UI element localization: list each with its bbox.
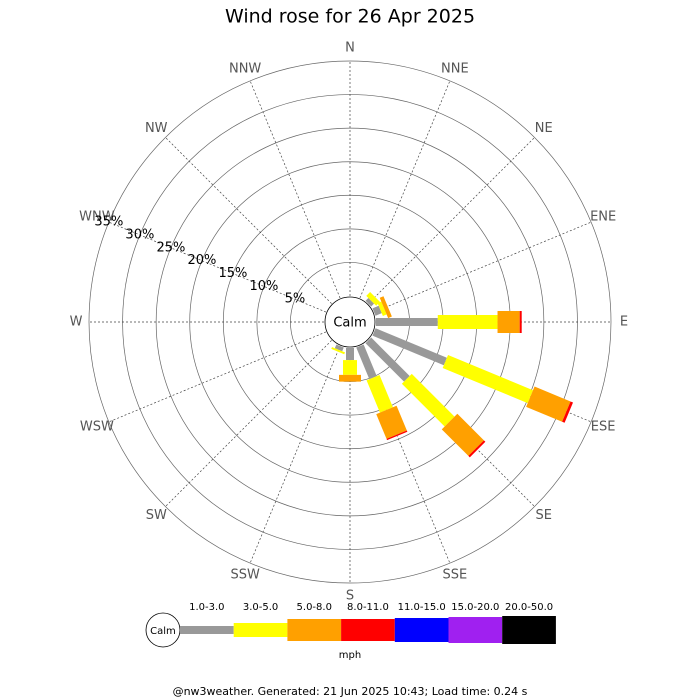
bar-segment <box>334 344 344 352</box>
spoke <box>359 345 451 564</box>
bar-segment <box>372 305 382 316</box>
bar-segment <box>377 301 387 316</box>
legend-swatch <box>180 626 234 634</box>
legend-swatch <box>394 618 449 642</box>
legend-label: 20.0-50.0 <box>505 602 553 613</box>
bar-segment <box>365 297 375 307</box>
bar-segment <box>366 374 393 413</box>
bar-segment <box>441 413 484 456</box>
chart-title: Wind rose for 26 Apr 2025 <box>225 6 475 28</box>
spoke <box>373 221 592 313</box>
direction-label: WNW <box>79 210 115 225</box>
ring-label: 25% <box>156 240 185 255</box>
legend-swatch <box>233 623 288 637</box>
bar-segment <box>526 386 571 422</box>
ring <box>155 127 545 517</box>
calm-circle <box>324 296 376 348</box>
bar-segment <box>386 430 408 441</box>
direction-label: N <box>345 41 355 56</box>
direction-label: NW <box>145 121 168 136</box>
spoke <box>165 340 332 507</box>
legend-swatch <box>287 619 342 641</box>
bar-segment <box>366 292 380 306</box>
legend-label: 1.0-3.0 <box>189 602 224 613</box>
direction-label: SSE <box>442 568 467 583</box>
ring-label: 15% <box>218 266 247 281</box>
bar-segment <box>372 328 447 366</box>
legend-unit: mph <box>339 650 361 661</box>
spoke <box>108 221 327 313</box>
direction-label: W <box>70 315 83 330</box>
bar-segment <box>331 347 345 355</box>
bar-segment <box>356 344 377 380</box>
legend-label: 11.0-15.0 <box>398 602 446 613</box>
ring-label: 30% <box>125 227 154 242</box>
bar-segment <box>562 401 574 423</box>
calm-label: Calm <box>333 316 366 331</box>
legend-swatch <box>341 619 395 641</box>
spoke <box>368 137 535 304</box>
legend-label: 15.0-20.0 <box>451 602 499 613</box>
direction-label: SSW <box>230 568 260 583</box>
spoke <box>165 137 332 304</box>
bar-segment <box>365 337 410 382</box>
bar-segment <box>379 296 392 319</box>
spoke <box>249 345 341 564</box>
bar-segment <box>468 440 486 458</box>
direction-label: S <box>346 589 354 604</box>
legend-label: 5.0-8.0 <box>297 602 332 613</box>
direction-label: WSW <box>80 419 114 434</box>
spoke <box>359 80 451 299</box>
legend-label: 8.0-11.0 <box>347 602 389 613</box>
direction-label: ENE <box>590 210 616 225</box>
direction-label: E <box>620 315 628 330</box>
direction-label: SW <box>146 508 167 523</box>
legend-swatch <box>502 616 556 644</box>
ring-label: 35% <box>94 215 123 230</box>
spoke <box>108 331 327 423</box>
ring-label: 5% <box>285 292 306 307</box>
direction-label: ESE <box>591 419 616 434</box>
legend-calm-label: Calm <box>150 626 176 637</box>
bar-segment <box>376 405 407 439</box>
legend-swatch <box>448 617 503 643</box>
direction-label: SE <box>536 508 552 523</box>
ring-label: 20% <box>187 253 216 268</box>
legend-label: 3.0-5.0 <box>243 602 278 613</box>
bar-segment <box>401 373 455 427</box>
ring-label: 10% <box>249 279 278 294</box>
spoke <box>249 80 341 299</box>
direction-label: NNW <box>229 61 261 76</box>
direction-label: NE <box>535 121 553 136</box>
direction-label: NNE <box>441 61 469 76</box>
footer: @nw3weather. Generated: 21 Jun 2025 10:4… <box>173 685 528 698</box>
bar-segment <box>442 355 534 404</box>
ring <box>88 60 612 584</box>
